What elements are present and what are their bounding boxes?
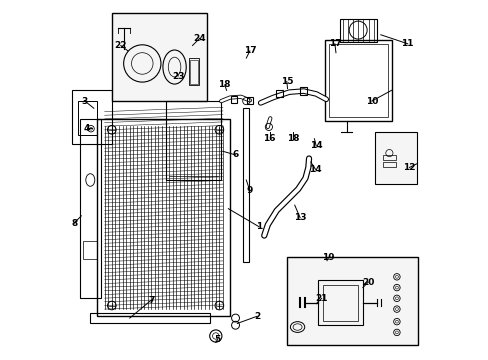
Text: 18: 18 (286, 134, 299, 143)
Bar (317, 280, 362, 325)
Bar (83, 241, 97, 259)
Bar (188, 58, 199, 85)
Bar (382, 162, 395, 167)
Bar (230, 96, 237, 103)
Text: 2: 2 (253, 312, 260, 321)
Bar (339, 19, 376, 42)
Text: 1: 1 (255, 222, 262, 231)
Text: 17: 17 (243, 46, 256, 55)
Bar (90, 314, 210, 323)
Text: 16: 16 (263, 134, 275, 143)
Text: 17: 17 (328, 39, 341, 48)
Text: 12: 12 (403, 163, 415, 172)
Text: 3: 3 (81, 96, 88, 105)
Text: 7: 7 (148, 296, 154, 305)
Bar (80, 119, 101, 298)
Text: 4: 4 (83, 123, 90, 132)
Text: 18: 18 (218, 81, 230, 90)
Text: 6: 6 (232, 150, 238, 159)
Text: 19: 19 (322, 253, 334, 262)
Bar (375, 132, 416, 184)
Text: 14: 14 (308, 165, 321, 174)
Bar (165, 101, 221, 180)
Bar (190, 59, 198, 84)
Bar (276, 90, 282, 97)
Text: 9: 9 (246, 186, 253, 195)
Text: 20: 20 (361, 278, 374, 287)
Bar (97, 119, 230, 316)
Text: 22: 22 (114, 41, 127, 50)
Bar (72, 90, 112, 144)
Text: 24: 24 (193, 34, 205, 43)
Text: 14: 14 (309, 141, 322, 150)
Bar (328, 44, 387, 117)
Text: 10: 10 (365, 96, 377, 105)
Text: 21: 21 (315, 294, 327, 303)
Bar (246, 97, 253, 104)
Bar (300, 87, 306, 95)
Bar (325, 40, 391, 121)
Text: 5: 5 (214, 335, 220, 344)
Bar (286, 257, 417, 345)
Text: 11: 11 (401, 39, 413, 48)
Bar (112, 13, 206, 101)
Text: 15: 15 (280, 77, 292, 86)
Text: 13: 13 (293, 213, 305, 222)
Bar (382, 155, 395, 160)
Bar (242, 108, 249, 262)
Bar (322, 285, 357, 320)
Text: 23: 23 (172, 72, 184, 81)
Text: 8: 8 (71, 219, 77, 228)
Bar (78, 101, 97, 135)
